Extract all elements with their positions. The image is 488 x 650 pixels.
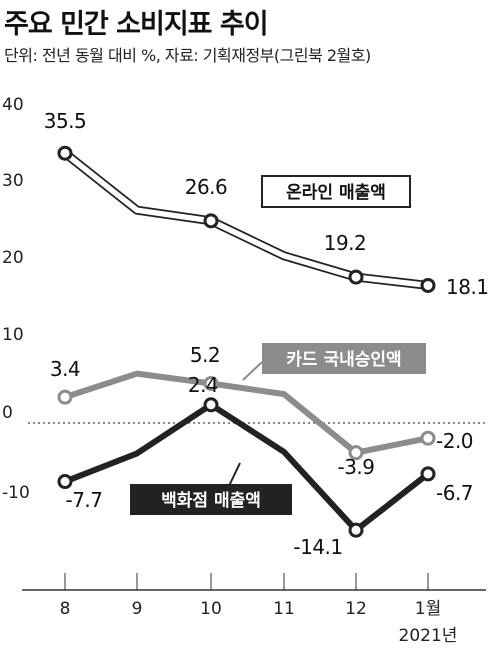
card-data-point — [57, 389, 73, 405]
chart-title: 주요 민간 소비지표 추이 — [4, 9, 269, 40]
dept-data-label: -14.1 — [293, 535, 342, 559]
card-data-point — [348, 445, 364, 461]
x-tick-label: 12 — [345, 599, 367, 619]
dept-label-leader — [227, 462, 241, 489]
online-data-point — [348, 269, 364, 285]
y-tick-label: 10 — [2, 325, 24, 345]
card-data-label: -3.9 — [337, 455, 374, 479]
dept-series-label: 백화점 매출액 — [161, 491, 261, 511]
x-tick-label: 10 — [200, 599, 222, 619]
card-data-label: 3.4 — [50, 357, 80, 381]
dept-series-line — [63, 401, 430, 534]
y-tick-label: 40 — [2, 95, 24, 115]
online-data-point — [203, 213, 219, 229]
online-data-point — [420, 277, 436, 293]
dept-data-point — [203, 397, 219, 413]
dept-data-point — [348, 522, 364, 538]
online-data-point — [57, 145, 73, 161]
card-data-label: -2.0 — [436, 429, 473, 453]
online-series-label: 온라인 매출액 — [286, 183, 386, 203]
online-data-label: 35.5 — [44, 109, 87, 133]
card-data-label: 5.2 — [190, 343, 220, 367]
x-tick-label: 1월 — [415, 599, 441, 619]
dept-series-label-box — [130, 484, 292, 515]
online-series-label-box — [261, 175, 411, 208]
card-data-point — [420, 430, 436, 446]
dept-data-label: 2.4 — [188, 373, 218, 397]
y-tick-label: -10 — [2, 483, 30, 503]
y-tick-label: 0 — [2, 403, 13, 423]
card-series-label-box — [262, 343, 426, 374]
dept-data-label: -7.7 — [65, 488, 102, 512]
y-tick-label: 30 — [2, 171, 24, 191]
online-data-label: 18.1 — [446, 275, 488, 299]
card-label-leader — [242, 361, 263, 381]
x-tick-label: 8 — [60, 599, 71, 619]
dept-data-point — [420, 466, 436, 482]
online-data-label: 19.2 — [324, 231, 367, 255]
card-data-point — [203, 375, 219, 391]
card-series-label: 카드 국내승인액 — [286, 350, 401, 370]
y-tick-label: 20 — [2, 248, 24, 268]
online-data-label: 26.6 — [185, 175, 228, 199]
x-tick-label: 9 — [132, 599, 143, 619]
chart-subtitle: 단위: 전년 동월 대비 %, 자료: 기획재정부(그린북 2월호) — [4, 46, 371, 65]
x-tick-label: 11 — [273, 599, 295, 619]
dept-data-label: -6.7 — [436, 481, 473, 505]
online-series-line-inner — [62, 150, 431, 289]
online-series-line-outer — [60, 148, 433, 290]
dept-data-point — [57, 474, 73, 490]
x-year-label: 2021년 — [399, 626, 458, 646]
card-series-line — [64, 370, 429, 456]
